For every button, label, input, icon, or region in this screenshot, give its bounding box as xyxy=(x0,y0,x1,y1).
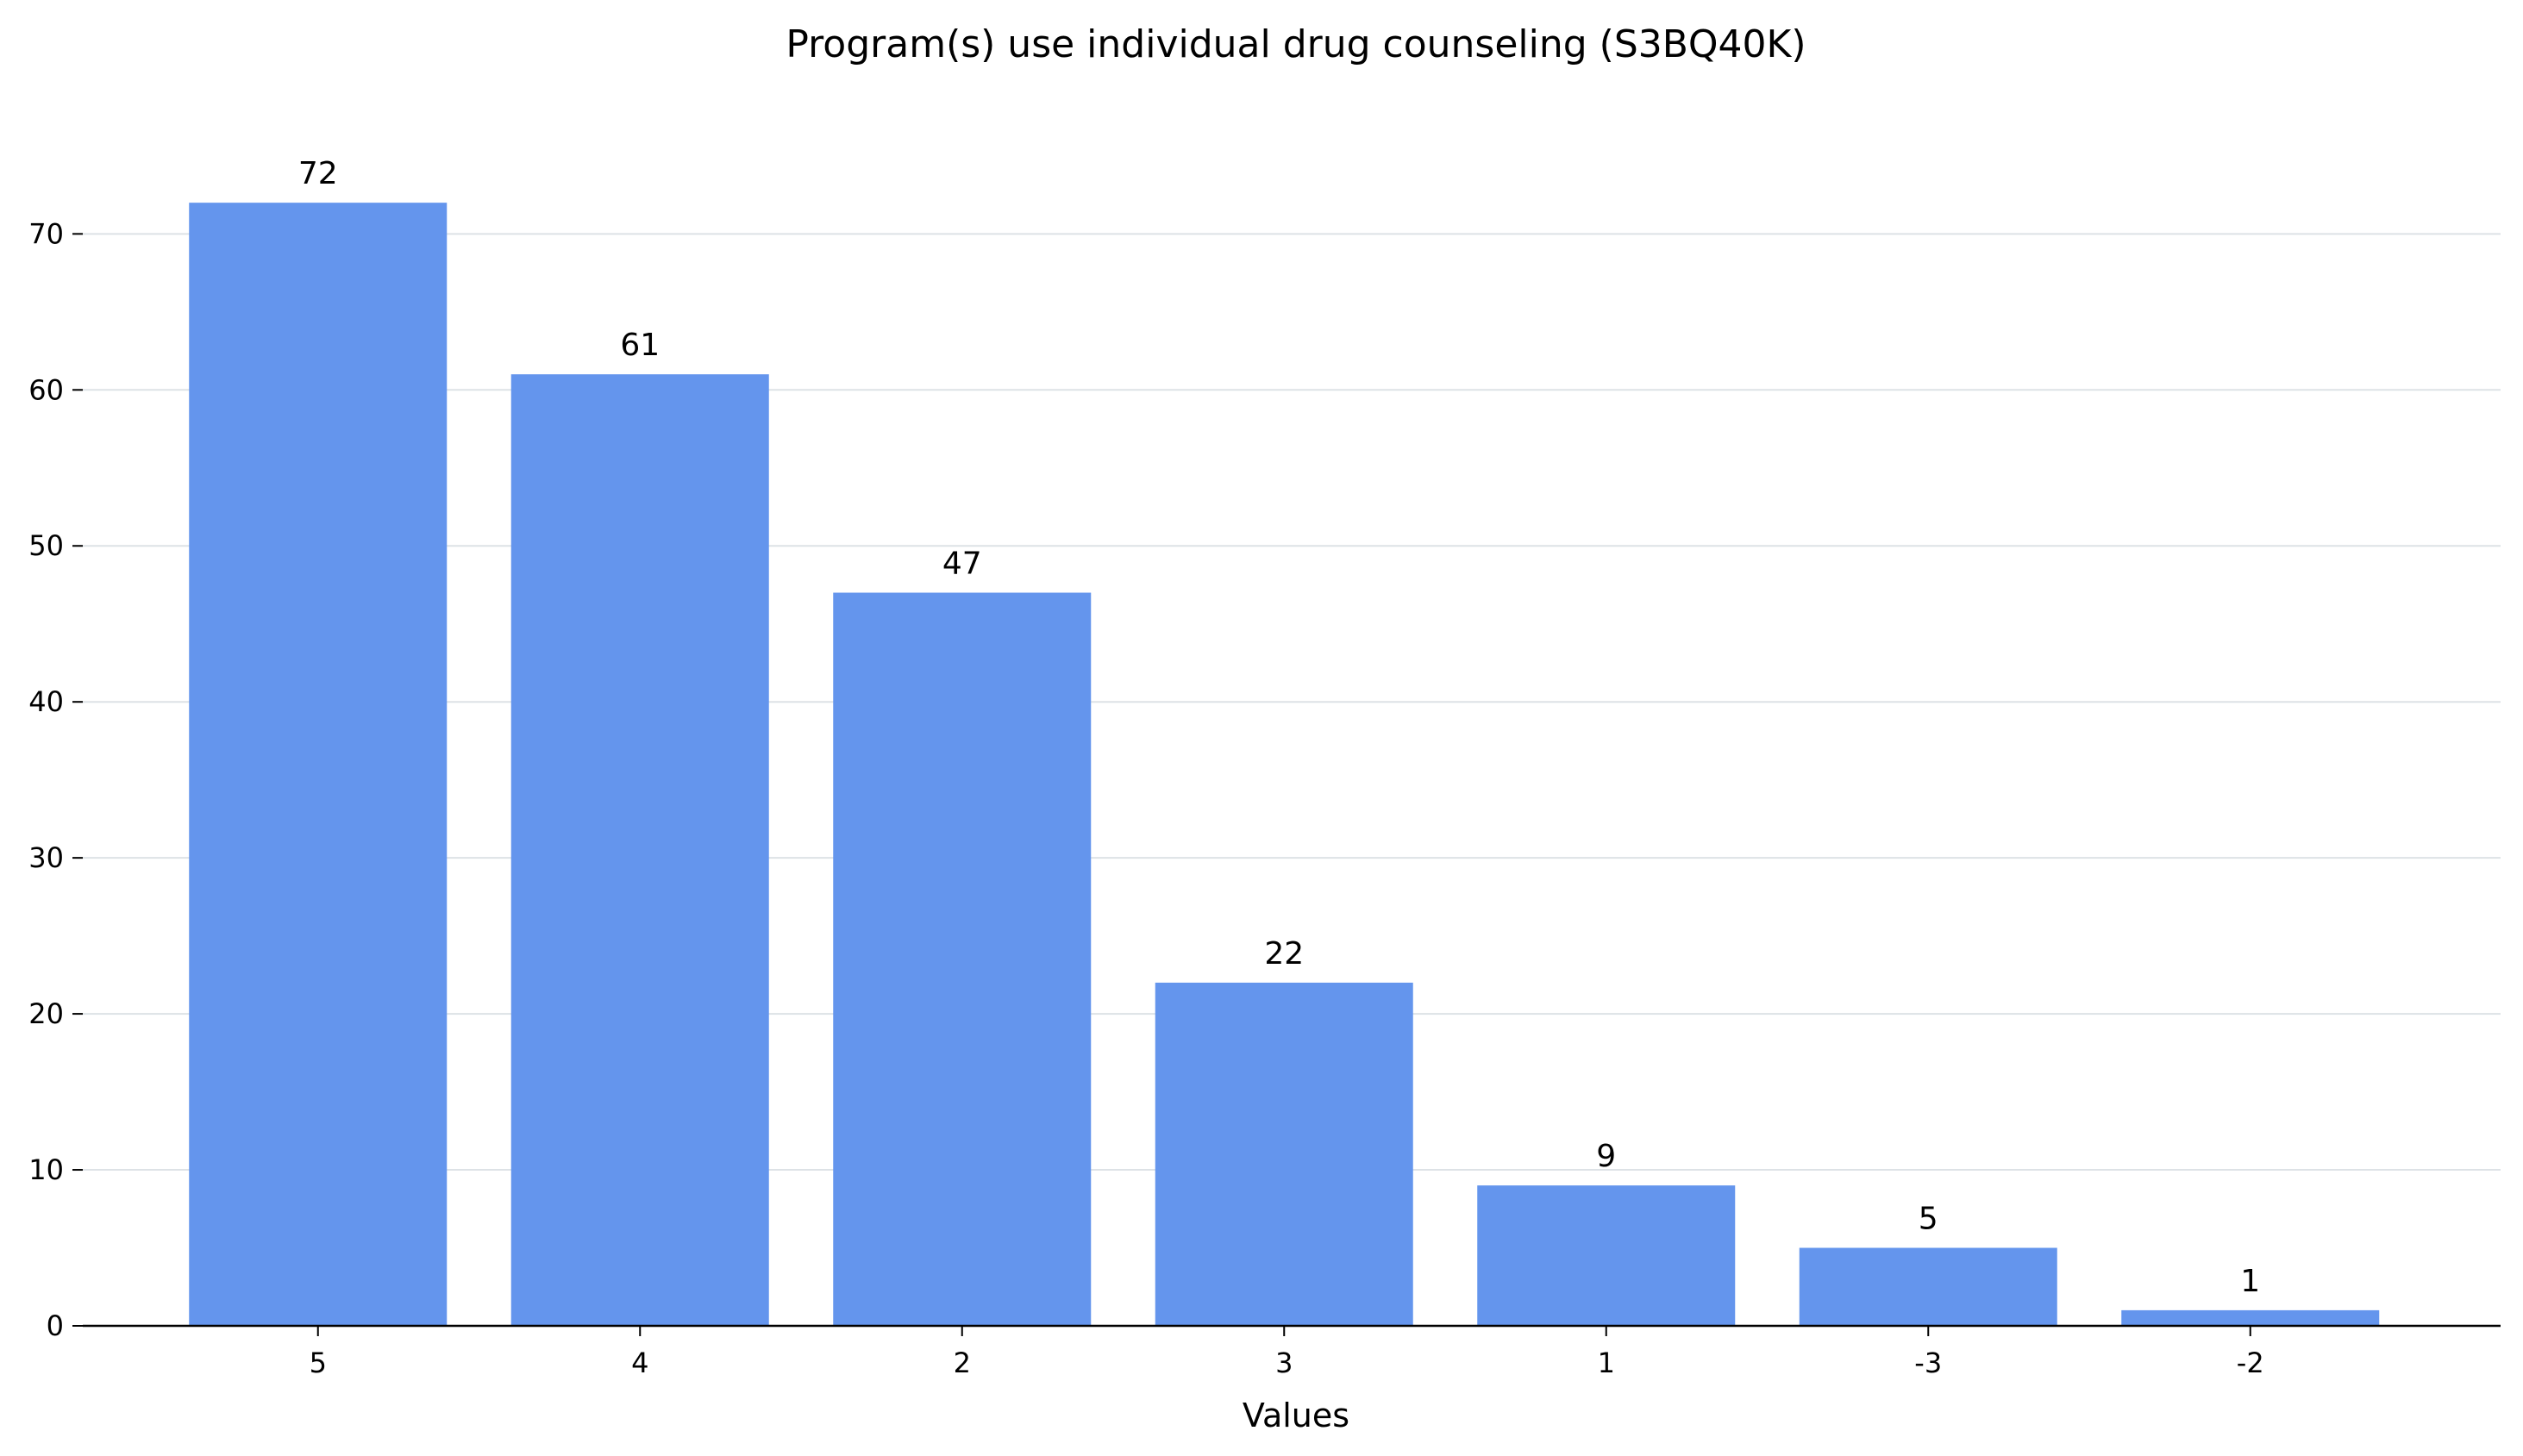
bar-value-label: 47 xyxy=(942,547,982,582)
x-tick-label: -2 xyxy=(2237,1347,2264,1379)
bar xyxy=(189,203,448,1327)
bar-value-label: 22 xyxy=(1264,936,1304,972)
y-axis-ticks: 0 10 20 30 40 50 60 70 xyxy=(28,217,83,1342)
bar xyxy=(1155,982,1413,1326)
x-tick-label: 5 xyxy=(310,1347,327,1379)
bar xyxy=(2121,1309,2380,1326)
y-tick-label: 70 xyxy=(28,217,64,250)
bar-value-label: 72 xyxy=(298,156,338,191)
bar-value-label: 5 xyxy=(1919,1202,1938,1237)
y-tick-label: 10 xyxy=(28,1153,64,1186)
x-tick-label: 4 xyxy=(631,1347,648,1379)
bar xyxy=(833,592,1092,1326)
bar-value-label: 1 xyxy=(2240,1264,2260,1299)
x-tick-label: -3 xyxy=(1914,1347,1942,1379)
y-tick-label: 50 xyxy=(28,529,64,562)
data-labels: 72 61 47 22 9 5 1 xyxy=(298,156,2260,1299)
y-tick-label: 20 xyxy=(28,997,64,1030)
bar xyxy=(510,374,769,1327)
x-tick-label: 1 xyxy=(1598,1347,1615,1379)
bars xyxy=(189,203,2380,1327)
x-axis-ticks: 5 4 2 3 1 -3 -2 xyxy=(310,1326,2264,1379)
y-tick-label: 60 xyxy=(28,373,64,406)
bar-value-label: 61 xyxy=(620,328,660,363)
gridlines xyxy=(83,233,2501,1172)
x-tick-label: 3 xyxy=(1275,1347,1293,1379)
y-tick-label: 0 xyxy=(47,1309,64,1342)
bar-value-label: 9 xyxy=(1596,1139,1616,1174)
y-tick-label: 40 xyxy=(28,685,64,718)
x-tick-label: 2 xyxy=(954,1347,971,1379)
x-axis-label: Values xyxy=(1243,1397,1349,1434)
chart-title: Program(s) use individual drug counselin… xyxy=(786,22,1806,66)
bar xyxy=(1477,1185,1736,1326)
bar xyxy=(1799,1247,2057,1326)
y-tick-label: 30 xyxy=(28,841,64,874)
